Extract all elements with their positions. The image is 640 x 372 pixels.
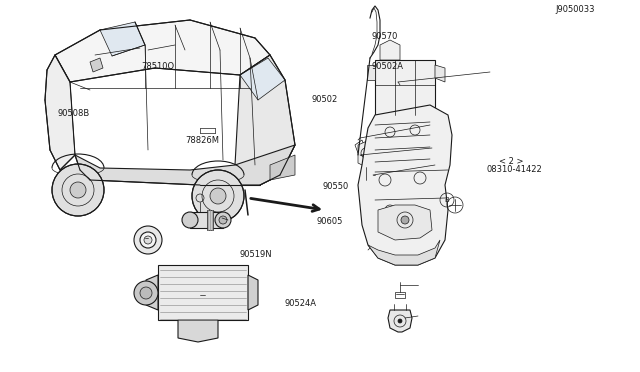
Polygon shape [45,55,75,170]
Polygon shape [100,22,145,56]
Polygon shape [358,105,452,265]
Polygon shape [75,145,295,185]
Polygon shape [367,65,375,80]
Polygon shape [190,212,223,228]
Polygon shape [375,60,435,115]
Circle shape [192,170,244,222]
Circle shape [140,287,152,299]
Polygon shape [270,155,295,180]
Text: 78826M: 78826M [186,136,220,145]
Text: 90570: 90570 [371,32,397,41]
Polygon shape [388,310,412,332]
Text: 90502A: 90502A [371,62,403,71]
Polygon shape [358,137,380,167]
Polygon shape [248,275,258,310]
Circle shape [134,226,162,254]
Text: 90550: 90550 [323,182,349,190]
Circle shape [182,212,198,228]
Circle shape [219,216,227,224]
Circle shape [401,216,409,224]
Circle shape [134,281,158,305]
Text: 78510Q: 78510Q [141,62,174,71]
Polygon shape [240,58,285,100]
Text: 90524A: 90524A [285,299,317,308]
Polygon shape [368,240,440,265]
Circle shape [210,188,226,204]
Text: 90508B: 90508B [58,109,90,118]
Polygon shape [178,320,218,342]
Circle shape [215,212,231,228]
Polygon shape [55,20,270,82]
Polygon shape [158,265,248,320]
Circle shape [398,319,402,323]
Circle shape [140,232,156,248]
Text: B: B [445,197,449,203]
Polygon shape [207,210,213,230]
Text: 08310-41422: 08310-41422 [486,165,542,174]
Text: < 2 >: < 2 > [499,157,524,166]
Circle shape [144,236,152,244]
Polygon shape [435,65,445,82]
Polygon shape [146,275,158,310]
Circle shape [70,182,86,198]
Circle shape [52,164,104,216]
Text: 90605: 90605 [316,217,342,226]
Text: J9050033: J9050033 [556,5,595,14]
Polygon shape [90,58,103,72]
Polygon shape [235,55,295,185]
Polygon shape [380,40,400,60]
Text: 90519N: 90519N [239,250,272,259]
Text: 90502: 90502 [312,95,338,104]
Polygon shape [378,205,432,240]
